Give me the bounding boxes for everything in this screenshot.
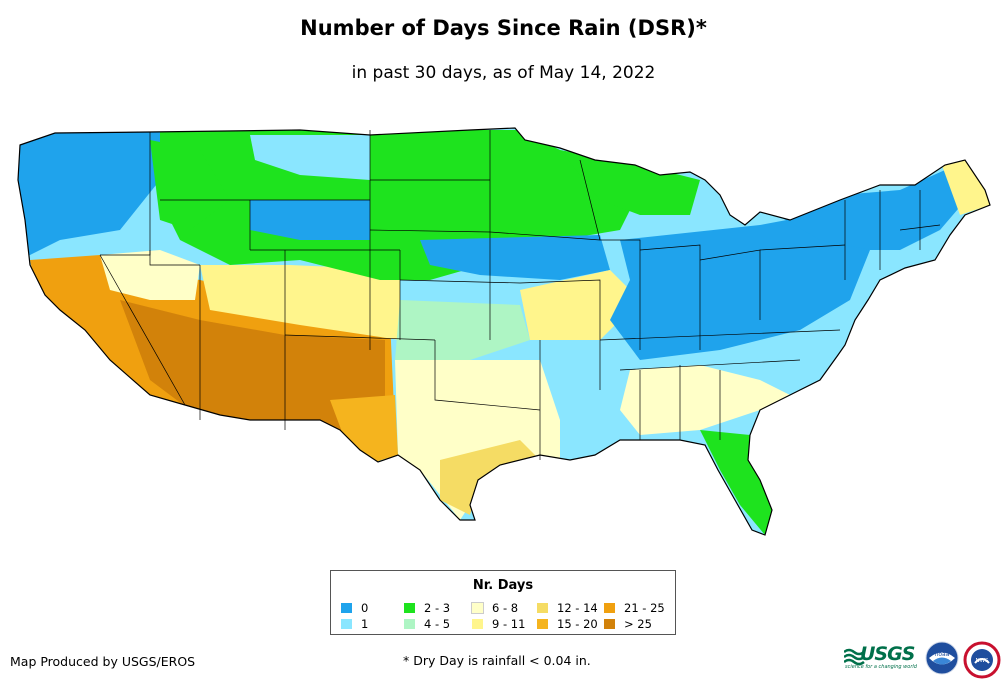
region-west-texas-15-20-days bbox=[330, 395, 398, 462]
legend-label: 6 - 8 bbox=[492, 601, 519, 615]
dry-day-note: * Dry Day is rainfall < 0.04 in. bbox=[403, 653, 591, 668]
region-missouri-9-11-days bbox=[520, 270, 640, 340]
legend-label: 4 - 5 bbox=[424, 617, 451, 631]
legend-item-7: 15 - 20 bbox=[537, 617, 598, 631]
legend-label: 0 bbox=[361, 601, 369, 615]
region-montana-1-day bbox=[250, 135, 370, 180]
legend-label: 1 bbox=[361, 617, 369, 631]
legend-item-0: 0 bbox=[341, 601, 368, 615]
legend-item-6: 12 - 14 bbox=[537, 601, 598, 615]
legend-swatch bbox=[341, 619, 352, 629]
legend-label: 15 - 20 bbox=[557, 617, 598, 631]
legend-swatch bbox=[537, 603, 548, 613]
state-borders bbox=[99, 130, 941, 460]
legend-item-2: 2 - 3 bbox=[404, 601, 450, 615]
legend-swatch bbox=[604, 619, 615, 629]
legend-swatch bbox=[471, 602, 484, 614]
region-northeast-0-days bbox=[760, 170, 970, 250]
credit-text: Map Produced by USGS/EROS bbox=[10, 654, 196, 669]
legend-swatch bbox=[404, 619, 415, 629]
legend-item-9: > 25 bbox=[604, 617, 652, 631]
region-southeast-6-8-days bbox=[620, 365, 790, 435]
legend-label: 12 - 14 bbox=[557, 601, 598, 615]
nws-logo-icon: NWS bbox=[963, 641, 1001, 679]
legend-label: 2 - 3 bbox=[424, 601, 451, 615]
nws-logo-text: NWS bbox=[975, 658, 989, 664]
dsr-color-regions bbox=[18, 128, 990, 535]
region-idaho-2-3-days bbox=[150, 140, 230, 230]
map-subtitle: in past 30 days, as of May 14, 2022 bbox=[351, 63, 656, 83]
legend-item-3: 4 - 5 bbox=[404, 617, 450, 631]
map-title: Number of Days Since Rain (DSR)* bbox=[300, 16, 707, 40]
legend-title: Nr. Days bbox=[472, 578, 534, 593]
region-south-texas-12-14-days bbox=[440, 440, 540, 515]
region-iowa-0-days bbox=[420, 235, 610, 280]
noaa-logo-icon: noaa bbox=[925, 641, 959, 675]
region-utah-colorado-9-11-days bbox=[200, 265, 400, 340]
legend-swatch bbox=[537, 619, 548, 629]
legend-swatch bbox=[341, 603, 352, 613]
noaa-logo-text: noaa bbox=[935, 651, 950, 658]
region-nevada-6-8-days bbox=[100, 250, 200, 300]
usgs-tagline: science for a changing world bbox=[845, 664, 917, 670]
region-oklahoma-4-5-days bbox=[395, 300, 530, 370]
region-great-lakes-2-3-days bbox=[560, 150, 700, 215]
us-dsr-map bbox=[17, 127, 991, 536]
legend-swatch bbox=[604, 603, 615, 613]
legend-item-1: 1 bbox=[341, 617, 368, 631]
legend-swatch bbox=[404, 603, 415, 613]
usgs-logo-icon bbox=[844, 648, 865, 666]
legend-label: 9 - 11 bbox=[492, 617, 526, 631]
legend-item-8: 21 - 25 bbox=[604, 601, 665, 615]
legend-item-4: 6 - 8 bbox=[471, 601, 519, 615]
legend: Nr. Days 0 1 2 - 3 4 - 5 6 - 8 9 - 11 12… bbox=[330, 570, 676, 635]
legend-item-5: 9 - 11 bbox=[472, 617, 525, 631]
region-northwest-0-days bbox=[18, 128, 160, 260]
region-texas-6-8-days bbox=[395, 360, 560, 520]
region-wyoming-0-days bbox=[250, 200, 370, 240]
legend-label: 21 - 25 bbox=[624, 601, 665, 615]
legend-label: > 25 bbox=[624, 617, 652, 631]
usgs-logo-text: USGS bbox=[860, 643, 915, 665]
legend-swatch bbox=[472, 619, 483, 629]
